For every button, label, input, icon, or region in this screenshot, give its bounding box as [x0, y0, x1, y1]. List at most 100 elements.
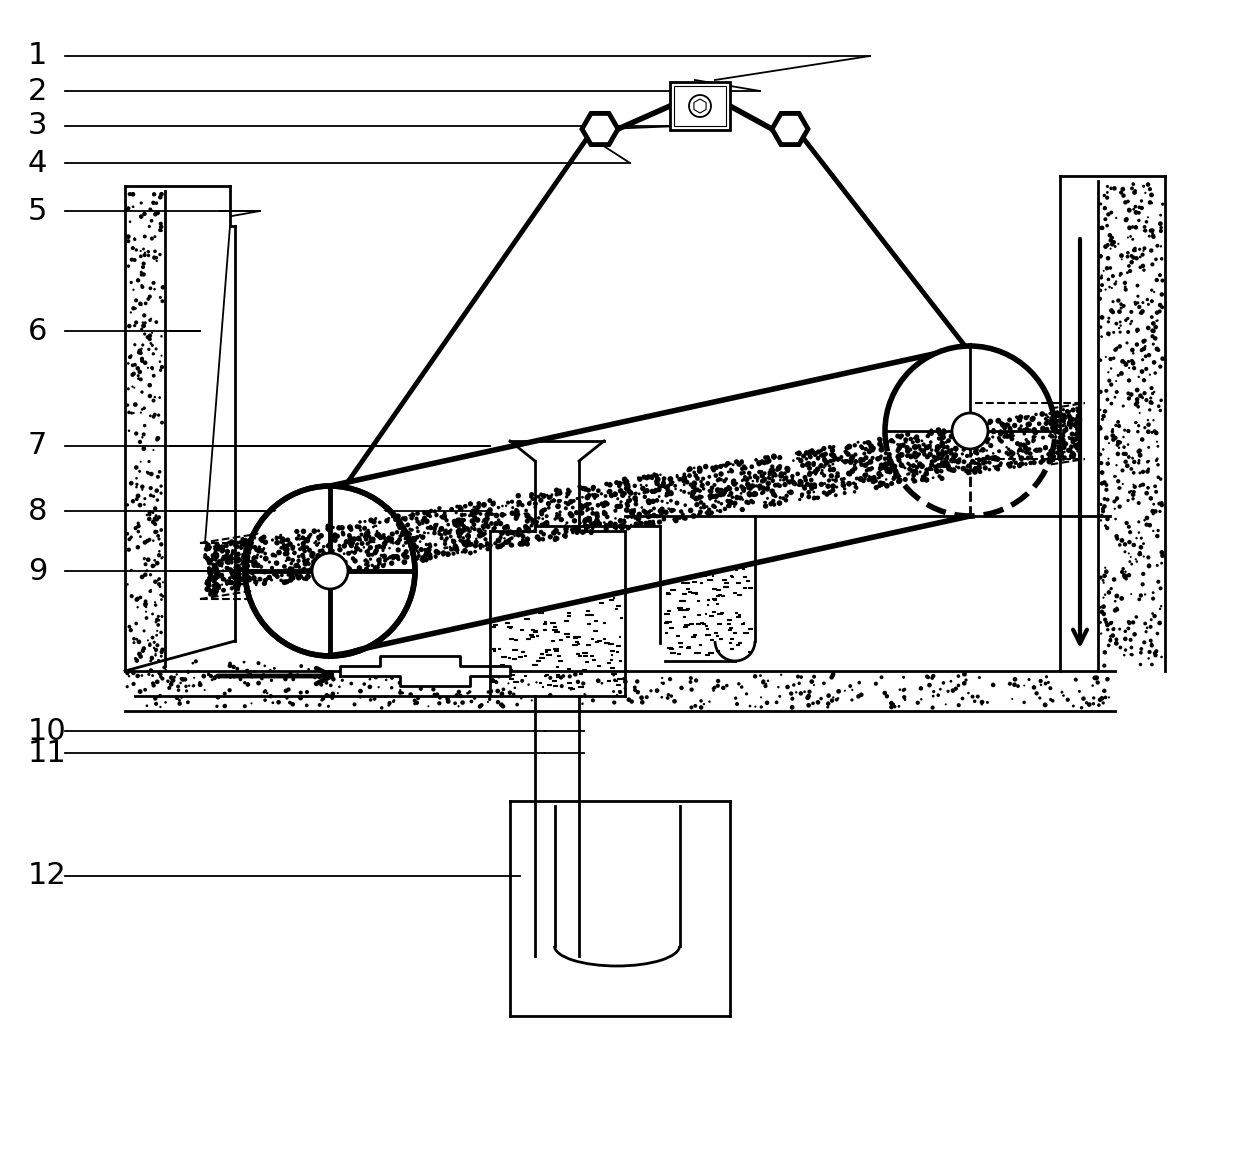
Point	[126, 313, 146, 331]
Point	[471, 508, 491, 527]
Point	[143, 604, 162, 623]
Point	[1109, 472, 1128, 491]
Point	[851, 481, 870, 500]
Point	[859, 433, 879, 452]
Point	[351, 535, 371, 554]
Point	[492, 534, 512, 553]
Point	[749, 461, 769, 480]
Point	[446, 543, 466, 562]
Point	[980, 438, 999, 457]
Point	[304, 557, 324, 576]
Point	[1006, 670, 1025, 689]
Point	[310, 554, 330, 573]
Point	[206, 576, 226, 595]
Point	[489, 498, 508, 516]
Point	[1133, 256, 1153, 275]
Point	[525, 502, 544, 521]
Point	[709, 586, 729, 604]
Point	[141, 465, 161, 484]
Point	[1118, 447, 1138, 466]
Point	[205, 580, 224, 598]
Point	[687, 470, 707, 488]
Point	[502, 528, 522, 547]
Point	[556, 540, 575, 559]
Point	[598, 481, 618, 500]
Point	[972, 415, 992, 433]
Point	[1050, 450, 1070, 468]
Point	[1120, 553, 1140, 571]
Point	[306, 532, 326, 550]
Point	[1120, 533, 1140, 552]
Point	[579, 501, 599, 520]
Point	[489, 532, 508, 550]
Point	[706, 464, 725, 482]
Point	[353, 548, 373, 567]
Point	[556, 516, 575, 535]
Point	[311, 561, 331, 580]
Point	[854, 444, 874, 463]
Point	[1123, 200, 1143, 219]
Point	[361, 560, 381, 578]
Point	[358, 534, 378, 553]
Point	[923, 452, 942, 471]
Point	[589, 481, 609, 500]
Point	[579, 486, 599, 505]
Point	[918, 464, 937, 482]
Point	[438, 519, 458, 537]
Point	[837, 452, 857, 471]
Point	[1091, 624, 1111, 643]
Point	[294, 568, 314, 587]
Point	[381, 665, 401, 684]
Point	[275, 557, 295, 576]
Point	[1017, 430, 1037, 448]
Point	[417, 527, 436, 546]
Point	[904, 438, 924, 457]
Point	[474, 518, 494, 536]
Point	[280, 570, 300, 589]
Point	[946, 441, 966, 460]
Point	[1066, 415, 1086, 433]
Point	[1009, 420, 1029, 439]
Point	[567, 521, 587, 540]
Point	[893, 457, 913, 475]
Point	[1102, 626, 1122, 645]
Point	[363, 530, 383, 549]
Point	[135, 416, 155, 434]
Point	[144, 248, 164, 267]
Point	[936, 444, 956, 463]
Point	[1148, 341, 1168, 359]
Point	[334, 525, 353, 543]
Point	[724, 477, 744, 495]
Point	[599, 482, 619, 501]
Point	[856, 466, 875, 485]
Point	[242, 694, 262, 713]
Point	[151, 623, 171, 642]
Point	[966, 440, 986, 459]
Point	[598, 494, 618, 513]
Point	[118, 677, 138, 696]
Point	[208, 566, 228, 584]
Point	[930, 439, 950, 458]
Point	[661, 466, 681, 485]
Point	[125, 649, 145, 667]
Point	[906, 452, 926, 471]
Point	[671, 638, 691, 657]
Point	[228, 549, 248, 568]
Point	[277, 542, 296, 561]
Point	[124, 280, 144, 299]
Point	[683, 475, 703, 494]
Point	[1121, 459, 1141, 478]
Point	[246, 529, 265, 548]
Point	[404, 519, 424, 537]
Point	[929, 425, 949, 444]
Point	[357, 521, 377, 540]
Point	[393, 684, 413, 703]
Point	[899, 466, 919, 485]
Point	[217, 550, 237, 569]
Point	[647, 470, 667, 488]
Point	[620, 491, 640, 509]
Point	[564, 478, 584, 497]
Point	[243, 534, 263, 553]
Point	[443, 528, 463, 547]
Point	[626, 484, 646, 502]
